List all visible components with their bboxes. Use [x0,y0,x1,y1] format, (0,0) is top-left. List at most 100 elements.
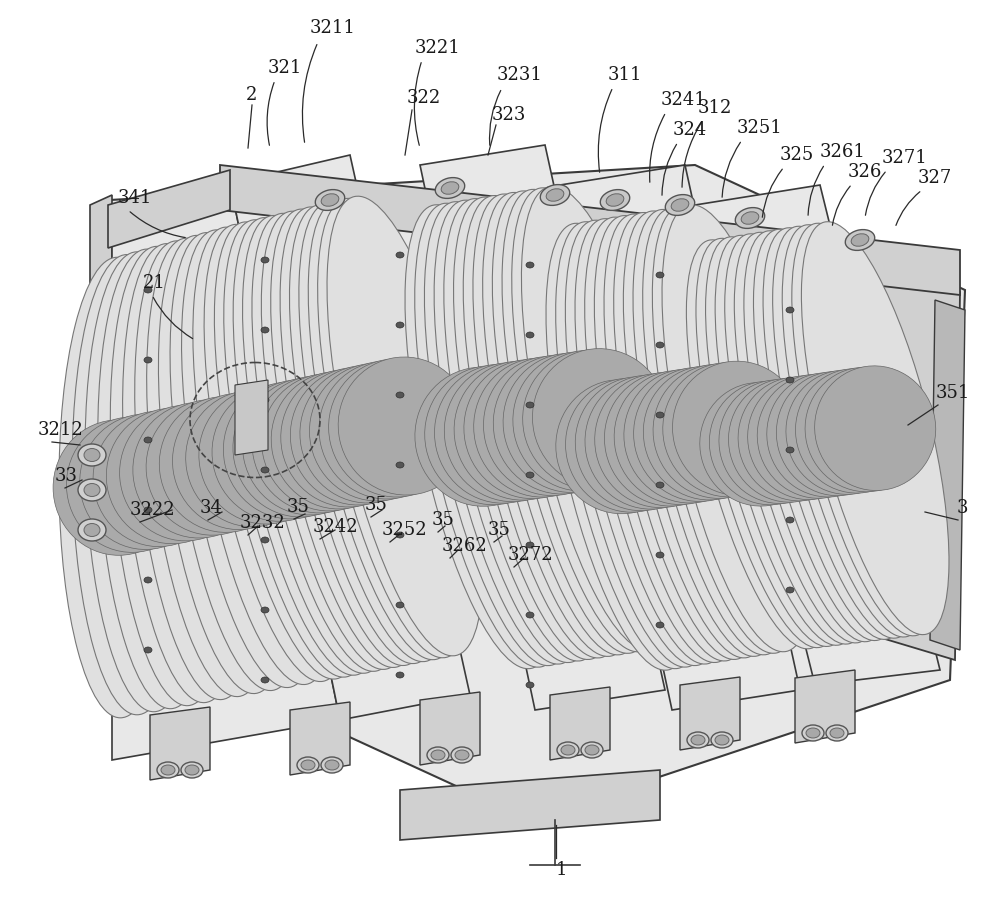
Ellipse shape [741,212,759,225]
Ellipse shape [300,365,434,503]
Ellipse shape [753,229,901,641]
Ellipse shape [526,472,534,478]
Ellipse shape [604,372,735,506]
Ellipse shape [782,225,930,637]
Ellipse shape [80,414,211,549]
Ellipse shape [204,225,353,681]
Ellipse shape [776,371,897,496]
Ellipse shape [556,222,706,668]
Ellipse shape [98,249,219,709]
Ellipse shape [133,403,264,538]
Ellipse shape [173,393,304,530]
Ellipse shape [415,204,570,668]
Ellipse shape [271,209,424,668]
Ellipse shape [512,188,669,652]
Ellipse shape [691,735,705,745]
Ellipse shape [665,194,695,215]
Ellipse shape [656,342,664,348]
Ellipse shape [321,193,339,206]
Ellipse shape [503,353,638,492]
Ellipse shape [526,682,534,688]
Ellipse shape [845,229,875,250]
Ellipse shape [441,182,459,194]
Ellipse shape [444,199,599,663]
Ellipse shape [135,241,262,700]
Ellipse shape [261,537,269,543]
Ellipse shape [144,647,152,653]
Ellipse shape [396,672,404,678]
Ellipse shape [271,371,405,509]
Ellipse shape [144,577,152,583]
Ellipse shape [146,400,278,536]
Ellipse shape [744,231,891,642]
Ellipse shape [575,377,705,511]
Ellipse shape [483,357,619,495]
Ellipse shape [663,363,793,497]
Ellipse shape [261,677,269,683]
Polygon shape [220,165,960,295]
Ellipse shape [566,378,696,513]
Text: 326: 326 [848,163,882,181]
Ellipse shape [431,750,445,760]
Ellipse shape [656,482,664,488]
Ellipse shape [329,359,463,497]
Text: 3231: 3231 [497,66,543,84]
Ellipse shape [252,214,405,671]
Ellipse shape [805,367,926,492]
Ellipse shape [327,196,483,656]
Ellipse shape [606,193,624,206]
Ellipse shape [301,760,315,770]
Ellipse shape [656,412,664,418]
Text: 3221: 3221 [415,39,461,57]
Ellipse shape [427,747,449,763]
Ellipse shape [144,437,152,443]
Ellipse shape [614,213,764,659]
Ellipse shape [581,742,603,758]
Ellipse shape [454,361,589,500]
Ellipse shape [493,355,628,494]
Ellipse shape [463,195,619,659]
Ellipse shape [396,602,404,608]
Ellipse shape [786,370,907,494]
Text: 34: 34 [200,499,223,517]
Ellipse shape [72,255,192,714]
Ellipse shape [502,189,659,653]
Text: 321: 321 [268,59,302,77]
Ellipse shape [396,322,404,328]
Ellipse shape [233,380,366,517]
Ellipse shape [223,382,356,519]
Text: 312: 312 [698,99,732,117]
Ellipse shape [653,364,783,499]
Ellipse shape [261,467,269,473]
Ellipse shape [687,732,709,748]
Ellipse shape [523,350,658,490]
Text: 3261: 3261 [820,143,866,161]
Text: 35: 35 [287,498,310,516]
Ellipse shape [144,287,152,293]
Ellipse shape [325,760,339,770]
Ellipse shape [786,517,794,523]
Ellipse shape [158,236,292,693]
Ellipse shape [792,223,939,635]
Ellipse shape [185,765,199,775]
Ellipse shape [526,402,534,408]
Text: 35: 35 [365,496,388,514]
Ellipse shape [186,391,318,526]
Ellipse shape [773,226,920,638]
Text: 3262: 3262 [442,537,488,555]
Ellipse shape [309,363,443,501]
Ellipse shape [786,377,794,383]
Ellipse shape [434,200,590,664]
Ellipse shape [604,214,754,661]
Text: 3212: 3212 [38,421,84,439]
Ellipse shape [396,252,404,258]
Ellipse shape [686,240,833,649]
Ellipse shape [801,222,949,635]
Ellipse shape [321,757,343,773]
Ellipse shape [734,232,881,643]
Ellipse shape [526,332,534,338]
Ellipse shape [715,735,729,745]
Ellipse shape [483,193,639,657]
Ellipse shape [546,223,696,670]
Polygon shape [680,677,740,750]
